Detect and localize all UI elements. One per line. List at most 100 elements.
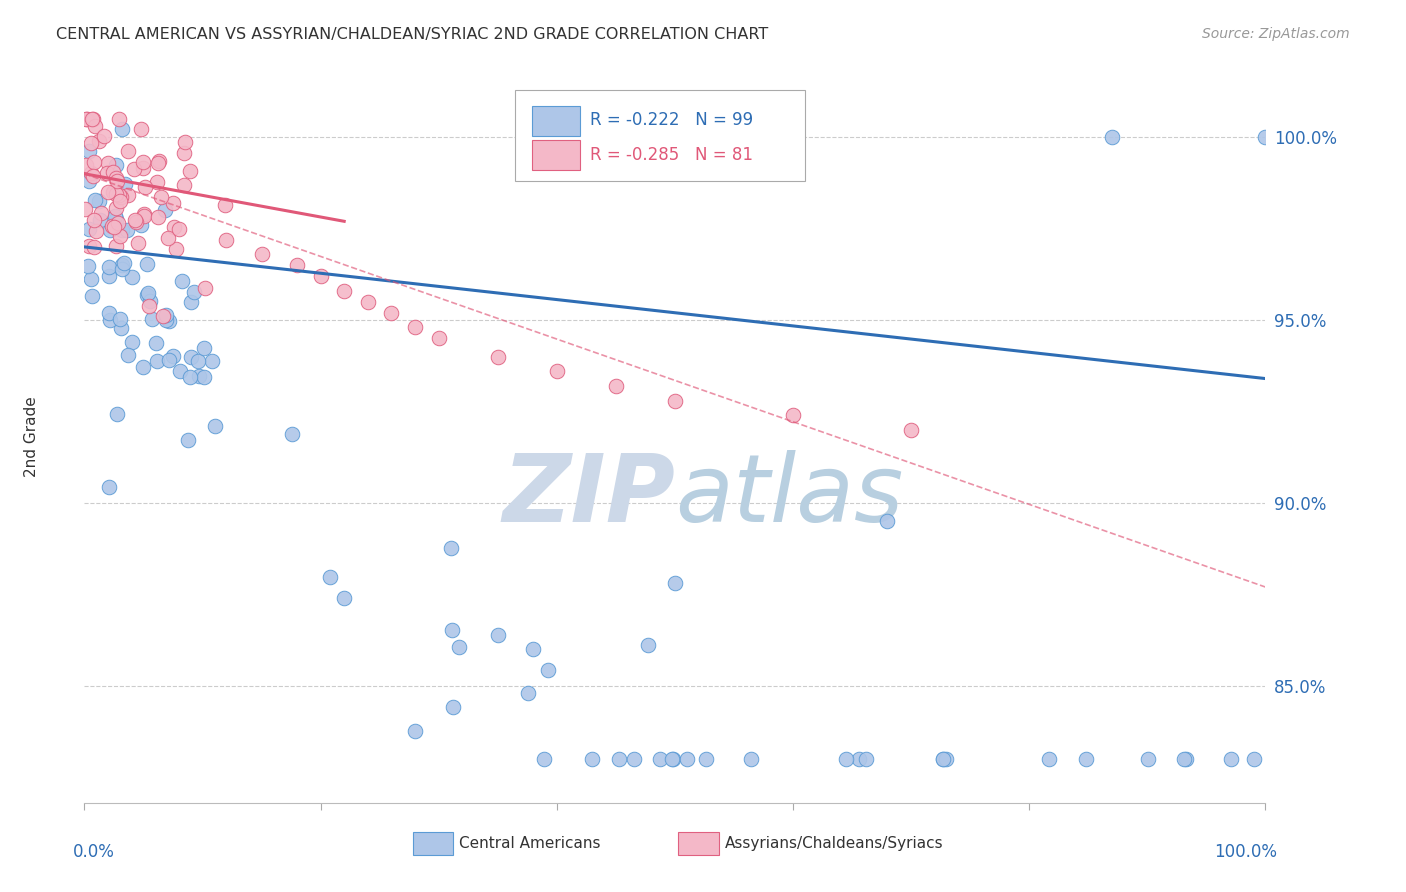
Point [111, 223, 134, 237]
Point [782, 408, 804, 422]
Point [80, 136, 103, 151]
Point [170, 274, 193, 288]
Point [97, 156, 120, 170]
Point [132, 155, 155, 169]
Point [214, 198, 236, 212]
Point [104, 158, 127, 172]
Point [695, 752, 717, 766]
Point [82, 112, 104, 126]
Point [1220, 752, 1243, 766]
Text: Source: ZipAtlas.com: Source: ZipAtlas.com [1202, 27, 1350, 41]
Point [79, 144, 101, 158]
Point [931, 752, 953, 766]
Point [380, 306, 402, 320]
Point [83, 213, 105, 227]
Point [104, 211, 127, 226]
Point [76, 112, 98, 126]
Point [177, 433, 200, 447]
Point [546, 364, 568, 378]
Point [204, 418, 226, 433]
Point [127, 236, 149, 251]
Point [75, 158, 97, 172]
Point [180, 294, 202, 309]
Point [84, 193, 107, 207]
Point [93, 128, 115, 143]
Point [110, 259, 132, 273]
Point [90, 206, 112, 220]
Point [855, 752, 877, 766]
Point [193, 370, 215, 384]
Point [79, 221, 101, 235]
Point [522, 642, 544, 657]
Point [134, 180, 156, 194]
Point [136, 286, 159, 301]
Point [87, 135, 110, 149]
Point [165, 242, 187, 256]
Point [179, 369, 201, 384]
FancyBboxPatch shape [679, 832, 718, 855]
Point [155, 313, 177, 327]
Point [187, 353, 209, 368]
Point [73, 202, 96, 216]
Point [114, 178, 136, 192]
Point [104, 186, 127, 201]
Point [117, 348, 139, 362]
Point [900, 423, 922, 437]
Point [96, 166, 118, 180]
Point [108, 112, 131, 126]
Point [121, 270, 143, 285]
Point [83, 240, 105, 254]
Point [103, 219, 125, 234]
Point [648, 752, 671, 766]
Point [122, 161, 145, 176]
Point [201, 354, 224, 368]
Point [111, 121, 134, 136]
Point [848, 752, 870, 766]
Point [157, 313, 180, 327]
Point [146, 156, 169, 170]
Point [1174, 752, 1197, 766]
FancyBboxPatch shape [516, 90, 804, 181]
Point [98, 223, 121, 237]
Point [174, 136, 197, 150]
Point [108, 194, 131, 209]
Point [447, 640, 470, 654]
Point [180, 350, 202, 364]
Point [333, 284, 356, 298]
Point [664, 393, 686, 408]
FancyBboxPatch shape [531, 140, 581, 170]
Point [105, 174, 128, 188]
Point [89, 194, 111, 208]
Point [97, 260, 120, 275]
Point [77, 239, 100, 253]
Point [97, 480, 120, 494]
Point [931, 752, 953, 766]
Point [1038, 752, 1060, 766]
Point [162, 195, 184, 210]
Point [108, 187, 131, 202]
Point [934, 752, 956, 766]
Point [623, 752, 645, 766]
Point [404, 723, 426, 738]
Point [173, 146, 195, 161]
Point [1101, 130, 1123, 145]
Point [117, 188, 139, 202]
Point [97, 185, 120, 199]
Point [121, 334, 143, 349]
Point [607, 752, 630, 766]
Point [319, 570, 342, 584]
Point [100, 219, 122, 233]
Point [110, 229, 132, 244]
Point [104, 170, 127, 185]
Point [537, 663, 560, 677]
Point [135, 257, 157, 271]
Point [281, 426, 304, 441]
Point [80, 272, 103, 286]
Point [516, 686, 538, 700]
Point [105, 407, 128, 421]
Point [427, 331, 450, 345]
FancyBboxPatch shape [413, 832, 453, 855]
Point [75, 112, 97, 126]
Point [285, 258, 308, 272]
Point [97, 306, 120, 320]
